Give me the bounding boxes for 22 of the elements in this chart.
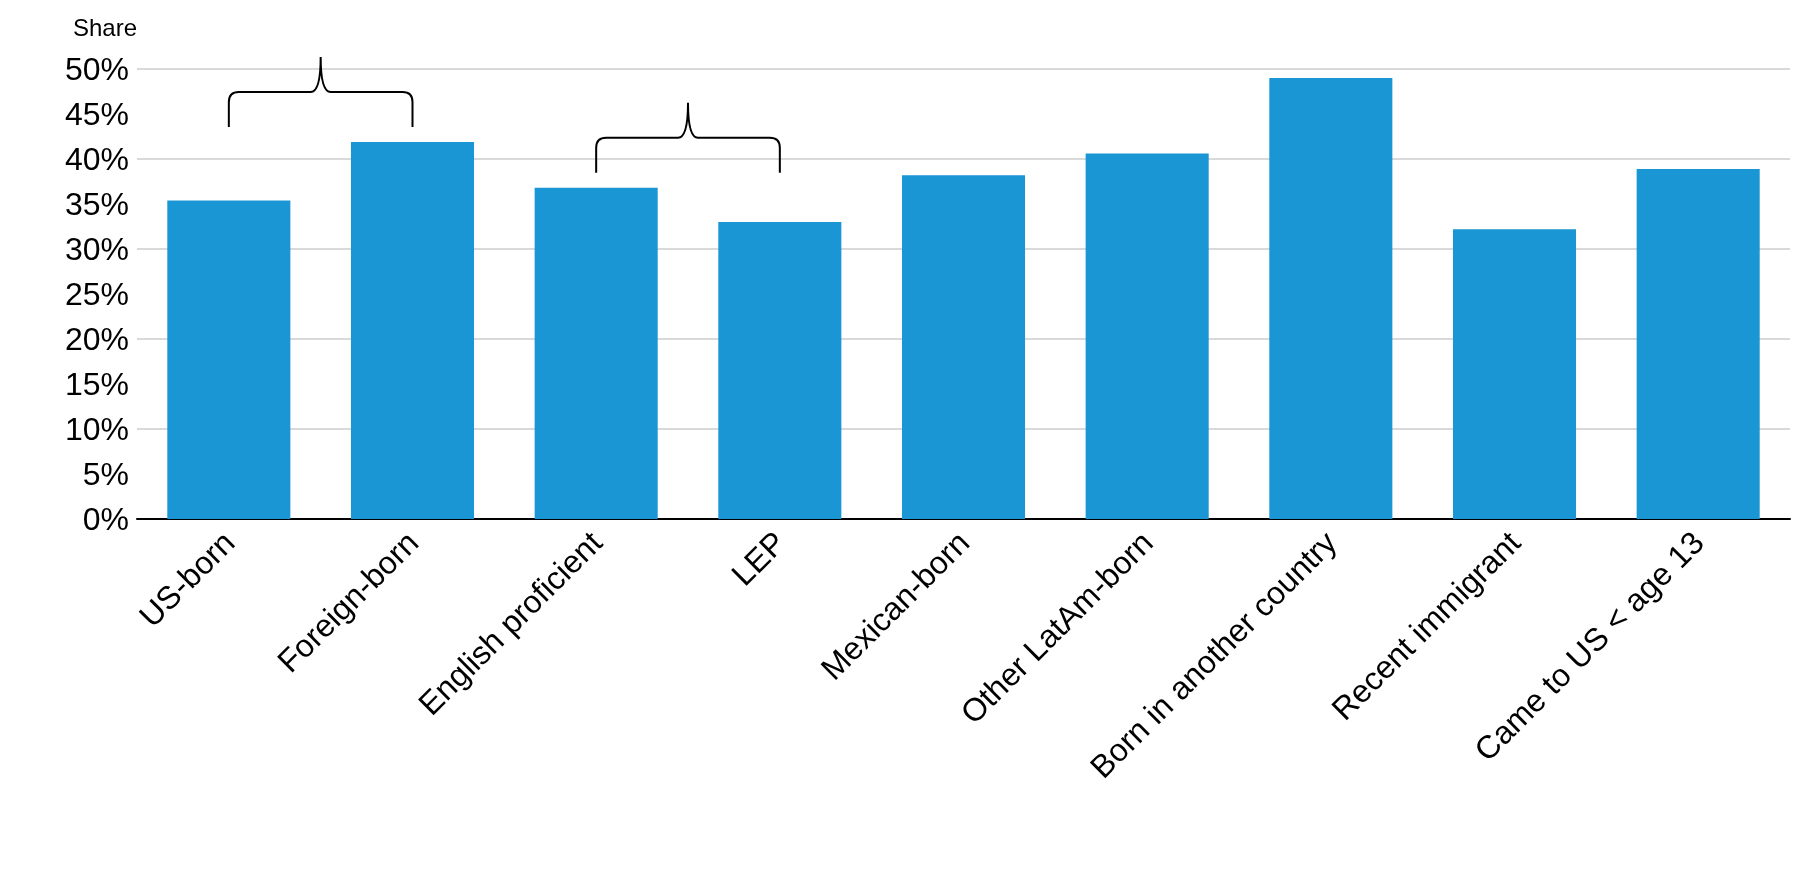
y-axis-title: Share xyxy=(72,13,137,41)
bar xyxy=(718,222,842,519)
y-tick-label: 10% xyxy=(64,411,129,447)
bar xyxy=(1636,168,1760,519)
y-tick-label: 50% xyxy=(64,51,129,87)
y-tick-label: 0% xyxy=(82,501,129,537)
y-tick-label: 35% xyxy=(64,186,129,222)
bar xyxy=(350,141,475,519)
y-tick-label: 5% xyxy=(82,456,129,492)
y-tick-label: 45% xyxy=(64,96,129,132)
y-tick-label: 25% xyxy=(64,276,129,312)
bar xyxy=(1085,153,1209,519)
y-tick-label: 15% xyxy=(64,366,129,402)
bar xyxy=(1452,229,1577,519)
bar xyxy=(167,200,291,519)
bar xyxy=(534,187,658,519)
y-tick-label: 40% xyxy=(64,141,129,177)
bar xyxy=(901,175,1026,519)
bar xyxy=(1269,78,1393,519)
x-tick-label: LEP xyxy=(724,524,793,593)
y-tick-label: 30% xyxy=(64,231,129,267)
y-tick-label: 20% xyxy=(64,321,129,357)
